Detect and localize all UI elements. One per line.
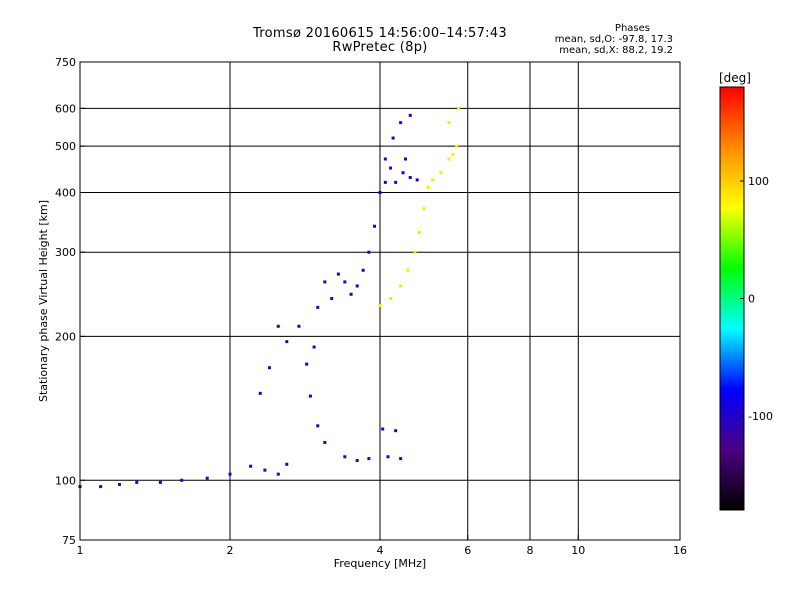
data-point xyxy=(451,153,455,157)
x-tick-label: 8 xyxy=(527,544,534,557)
data-point xyxy=(276,472,280,476)
data-point xyxy=(267,366,271,370)
data-point xyxy=(367,250,371,254)
data-point xyxy=(228,472,232,476)
data-point xyxy=(349,292,353,296)
data-point xyxy=(373,224,377,228)
data-point xyxy=(408,175,412,179)
data-point xyxy=(417,230,421,234)
data-point xyxy=(158,480,162,484)
data-point xyxy=(447,121,451,125)
data-point xyxy=(389,297,393,301)
y-axis-ticks: 75 100 200 300 400 500 600 750 xyxy=(55,56,85,547)
x-tick-label: 4 xyxy=(377,544,384,557)
data-point xyxy=(399,121,403,125)
y-tick-label: 75 xyxy=(62,534,76,547)
y-axis-label: Stationary phase Virtual Height [km] xyxy=(37,200,50,402)
data-point xyxy=(386,455,390,459)
colorbar-label: [deg] xyxy=(719,71,751,85)
y-tick-label: 500 xyxy=(55,140,76,153)
data-point xyxy=(455,144,459,148)
y-tick-label: 400 xyxy=(55,186,76,199)
data-point xyxy=(383,157,387,161)
data-point xyxy=(336,272,340,276)
data-point xyxy=(99,485,103,489)
data-point xyxy=(391,136,395,140)
y-tick-label: 600 xyxy=(55,102,76,115)
x-tick-label: 10 xyxy=(571,544,585,557)
data-point xyxy=(415,178,419,182)
x-tick-label: 6 xyxy=(464,544,471,557)
grid-lines xyxy=(80,62,680,540)
data-point xyxy=(323,280,327,284)
x-tick-label: 2 xyxy=(227,544,234,557)
data-point xyxy=(381,427,385,431)
data-point xyxy=(135,480,139,484)
data-point xyxy=(389,166,393,170)
data-point xyxy=(439,171,443,175)
colorbar-ticks: 100 0 -100 xyxy=(740,175,773,423)
x-axis-label: Frequency [MHz] xyxy=(334,557,426,570)
colorbar-tick-label: 0 xyxy=(748,293,755,306)
data-point xyxy=(426,185,430,189)
data-point xyxy=(394,429,398,433)
colorbar: [deg] 100 0 -100 xyxy=(719,71,773,511)
data-point xyxy=(180,478,184,482)
y-tick-label: 100 xyxy=(55,474,76,487)
phase-stats-x: mean, sd,X: 88.2, 19.2 xyxy=(559,45,673,56)
data-point xyxy=(457,106,461,110)
chart-subtitle: RwPretec (8p) xyxy=(332,40,428,55)
data-point xyxy=(330,297,334,301)
data-point xyxy=(394,180,398,184)
data-point xyxy=(383,180,387,184)
data-points xyxy=(78,106,461,489)
data-point xyxy=(276,324,280,328)
data-point xyxy=(447,157,451,161)
data-point xyxy=(285,340,289,344)
x-tick-label: 16 xyxy=(673,544,687,557)
data-point xyxy=(378,304,382,308)
data-point xyxy=(401,171,405,175)
data-point xyxy=(367,457,371,461)
data-point xyxy=(205,476,209,480)
data-point xyxy=(312,345,316,349)
data-point xyxy=(117,482,121,486)
colorbar-tick-label: 100 xyxy=(748,175,769,188)
x-axis-ticks: 1 2 4 6 8 10 16 xyxy=(77,535,687,557)
data-point xyxy=(308,394,312,398)
data-point xyxy=(316,305,320,309)
data-point xyxy=(263,468,267,472)
data-point xyxy=(355,458,359,462)
data-point xyxy=(316,424,320,428)
data-point xyxy=(399,284,403,288)
colorbar-tick-label: -100 xyxy=(748,410,773,423)
data-point xyxy=(258,391,262,395)
chart-title: Tromsø 20160615 14:56:00–14:57:43 xyxy=(252,26,508,41)
data-point xyxy=(408,113,412,117)
data-point xyxy=(378,190,382,194)
data-point xyxy=(343,455,347,459)
data-point xyxy=(305,362,309,366)
data-point xyxy=(355,284,359,288)
phase-stats-o: mean, sd,O: -97.8, 17.3 xyxy=(554,34,673,45)
y-tick-label: 750 xyxy=(55,56,76,69)
data-point xyxy=(285,462,289,466)
phases-stats-title: Phases xyxy=(614,23,650,34)
data-point xyxy=(431,178,435,182)
data-point xyxy=(343,280,347,284)
x-tick-label: 1 xyxy=(77,544,84,557)
data-point xyxy=(413,250,417,254)
data-point xyxy=(399,457,403,461)
y-tick-label: 300 xyxy=(55,246,76,259)
data-point xyxy=(361,268,365,272)
data-point xyxy=(406,268,410,272)
data-point xyxy=(403,157,407,161)
data-point xyxy=(323,440,327,444)
data-point xyxy=(297,324,301,328)
y-tick-label: 200 xyxy=(55,330,76,343)
data-point xyxy=(249,464,253,468)
data-point xyxy=(422,207,426,211)
